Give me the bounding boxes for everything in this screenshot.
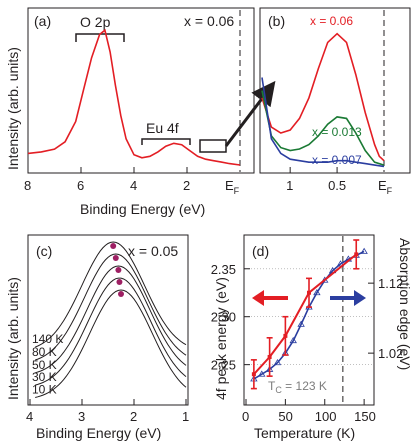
panel-c-peak-dot [115, 267, 122, 273]
panel-c-curve [35, 277, 187, 386]
panel-d-ytick-label: 2.25 [211, 358, 236, 373]
panel-d-xlabel: Temperature (K) [254, 425, 355, 441]
panel-b-xtick-label: 0.5 [328, 178, 346, 193]
panel-c-xtick-label: 2 [130, 409, 137, 424]
panel-c-xtick-label: 3 [78, 409, 85, 424]
panel-a-ef-tick: EF [225, 178, 240, 196]
panel-d-blue-point [360, 247, 368, 254]
panel-d: (d) TC = 123 K 0 50 100 150 2.25 2.30 2.35 1.12… [211, 234, 413, 441]
panel-c-curve-label: 10 K [32, 382, 57, 396]
panel-c-curve [35, 241, 187, 348]
panel-c-curve [35, 289, 187, 398]
legend-x006: x = 0.06 [310, 14, 353, 28]
panel-d-xtick-label: 150 [354, 409, 376, 424]
panel-c-curve [35, 265, 187, 374]
panel-d-blue-point [289, 336, 297, 344]
panel-b: (b) x = 0.06 x = 0.013 x = 0.007 1 0.5 EF [259, 7, 411, 196]
panel-c-peak-dot [118, 291, 124, 297]
panel-c-xlabel: Binding Energy (eV) [36, 425, 161, 441]
panel-a-series-line [27, 28, 241, 166]
panel-c-peak-dot [112, 255, 119, 261]
panel-a-xlabel: Binding Energy (eV) [80, 201, 205, 217]
panel-d-xtick-label: 100 [315, 409, 337, 424]
panel-c-curve-label: 140 K [32, 332, 63, 346]
panel-d-red-point [267, 354, 272, 359]
panel-d-red-point [307, 290, 311, 295]
o2p-label: O 2p [80, 14, 111, 30]
eu4f-bracket [141, 138, 191, 145]
panel-c-xtick-label: 1 [182, 409, 189, 424]
panel-b-label: (b) [268, 13, 285, 29]
panel-b-series-1 [261, 90, 385, 166]
panel-d-blue-point [273, 358, 282, 366]
panel-c-curve-label: 80 K [32, 345, 57, 359]
panel-b-xtick-label: 1 [286, 178, 293, 193]
panel-c-frame [27, 234, 189, 406]
panel-d-xtick-label: 50 [278, 409, 292, 424]
panel-c-curve-label: 30 K [32, 370, 57, 384]
panel-a: (a) x = 0.06 O 2p Eu 4f 8 6 4 2 EF Binding … [5, 7, 276, 217]
right-arrow [330, 290, 366, 306]
panel-a-x-annotation: x = 0.06 [184, 13, 234, 29]
legend-x0007: x = 0.007 [312, 153, 362, 167]
panel-b-ef-tick: EF [378, 178, 393, 196]
panel-c-label: (c) [36, 243, 52, 259]
panel-d-red-point [354, 252, 359, 257]
panel-d-red-point [283, 333, 288, 338]
eu4f-label: Eu 4f [146, 120, 179, 136]
zoom-box [199, 139, 227, 153]
panel-c-peak-dot [110, 243, 117, 249]
panel-d-ytick-label: 2.35 [211, 262, 236, 277]
panel-d-ytick-label: 2.30 [211, 310, 236, 325]
panel-d-blue-point [297, 320, 305, 327]
panel-a-xtick-label: 6 [77, 178, 84, 193]
panel-c-curve [35, 253, 187, 361]
panel-d-ylabel-right: Absorption edge (eV) [397, 238, 413, 370]
panel-b-frame [259, 7, 411, 174]
panel-b-series-2 [261, 77, 385, 168]
left-arrow [252, 290, 288, 306]
panel-a-label: (a) [34, 13, 51, 29]
panel-d-label: (d) [252, 243, 269, 259]
panel-d-ytick-right-label: 1.02 [378, 346, 403, 361]
panel-c-ylabel: Intensity (arb. units) [5, 277, 21, 400]
panel-b-series-0 [261, 32, 385, 162]
panel-a-xtick-label: 2 [183, 178, 190, 193]
panel-d-red-point [251, 372, 256, 377]
panel-d-blue-point [258, 370, 266, 377]
panel-d-frame [243, 234, 375, 406]
panel-d-ylabel: 4f peak energy (eV) [213, 277, 229, 400]
panel-a-xtick-label: 4 [130, 178, 137, 193]
panel-d-xtick-label: 0 [242, 409, 249, 424]
panel-c-xtick-label: 4 [26, 409, 33, 424]
panel-c-annotation: x = 0.05 [128, 243, 178, 259]
panel-d-blue-point [313, 288, 321, 296]
tc-annotation: TC = 123 K [268, 379, 327, 395]
panel-a-xtick-label: 8 [24, 178, 31, 193]
panel-a-frame [27, 7, 255, 174]
panel-c-peak-dot [116, 279, 123, 285]
panel-d-ytick-right-label: 1.12 [378, 276, 403, 291]
legend-x0013: x = 0.013 [312, 125, 362, 139]
panel-a-ylabel: Intensity (arb. units) [5, 47, 21, 170]
panel-c-curve-label: 50 K [32, 358, 57, 372]
panel-d-blue-line [253, 250, 365, 380]
